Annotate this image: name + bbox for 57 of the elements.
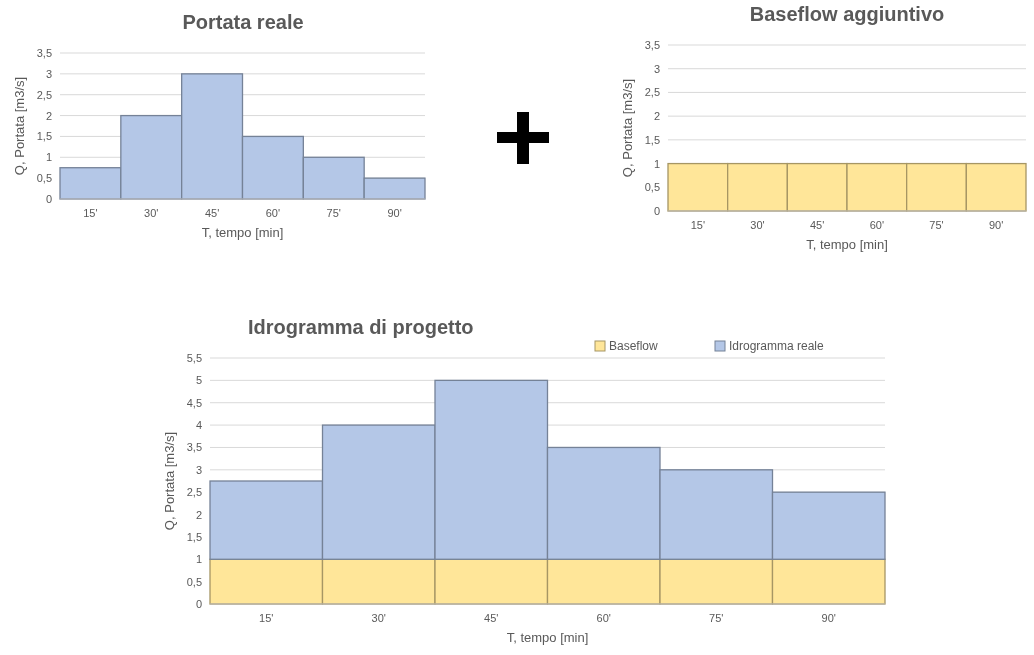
x-tick-label: 30'	[371, 612, 386, 624]
x-tick-label: 15'	[83, 207, 98, 219]
y-tick-label: 0,5	[644, 181, 660, 194]
x-tick-label: 60'	[869, 219, 885, 231]
y-tick-label: 1,5	[186, 530, 202, 543]
x-tick-label: 45'	[204, 207, 220, 219]
x-tick-label: 60'	[265, 207, 281, 219]
y-tick-label: 1	[195, 553, 202, 566]
x-axis-title: T, tempo [min]	[806, 237, 888, 252]
y-tick-label: 2	[45, 109, 52, 122]
y-tick-label: 1	[45, 151, 52, 164]
x-tick-label: 90'	[988, 219, 1004, 231]
x-tick-label: 30'	[750, 219, 765, 231]
x-tick-label: 75'	[709, 612, 724, 624]
y-tick-label: 3	[653, 62, 660, 75]
x-tick-label: 90'	[387, 207, 402, 219]
y-tick-label: 3,5	[36, 47, 52, 59]
y-tick-label: 4,5	[186, 396, 202, 409]
y-axis-title: Q, Portata [m3/s]	[12, 76, 27, 176]
x-tick-label: 15'	[259, 612, 274, 624]
x-tick-label: 90'	[821, 612, 836, 624]
x-tick-label: 15'	[690, 219, 706, 231]
y-tick-label: 1,5	[36, 130, 52, 143]
y-tick-label: 2	[653, 110, 660, 123]
x-tick-label: 75'	[929, 219, 944, 231]
y-tick-label: 2,5	[644, 86, 660, 99]
y-tick-label: 0	[653, 205, 660, 217]
x-tick-label: 75'	[326, 207, 341, 219]
y-tick-label: 3	[45, 67, 52, 80]
y-tick-label: 3	[195, 463, 202, 476]
x-tick-label: 60'	[596, 612, 611, 624]
y-tick-label: 0,5	[186, 575, 202, 588]
chart-title: Idrogramma di progetto	[248, 316, 474, 338]
y-tick-label: 5,5	[186, 352, 202, 364]
y-tick-label: 2,5	[36, 88, 52, 101]
legend-label: Idrogramma reale	[729, 339, 825, 353]
y-tick-label: 5	[195, 374, 202, 387]
y-tick-label: 3,5	[644, 39, 660, 51]
y-tick-label: 3,5	[186, 441, 202, 454]
x-axis-title: T, tempo [min]	[506, 630, 589, 645]
chart-title: Portata reale	[182, 11, 304, 33]
x-tick-label: 30'	[144, 207, 159, 219]
legend-label: Baseflow	[609, 339, 659, 353]
y-tick-label: 0	[195, 598, 202, 610]
x-tick-label: 45'	[484, 612, 499, 624]
y-tick-label: 2,5	[186, 486, 202, 499]
y-tick-label: 2	[195, 508, 202, 521]
x-tick-label: 45'	[809, 219, 825, 231]
y-tick-label: 1,5	[644, 133, 660, 146]
y-tick-label: 0,5	[36, 172, 52, 185]
y-tick-label: 4	[195, 419, 202, 432]
x-axis-title: T, tempo [min]	[201, 225, 284, 240]
y-axis-title: Q, Portata [m3/s]	[620, 78, 635, 178]
y-tick-label: 1	[653, 157, 660, 170]
chart-title: Baseflow aggiuntivo	[749, 3, 945, 25]
y-tick-label: 0	[45, 193, 52, 205]
y-axis-title: Q, Portata [m3/s]	[162, 431, 177, 531]
